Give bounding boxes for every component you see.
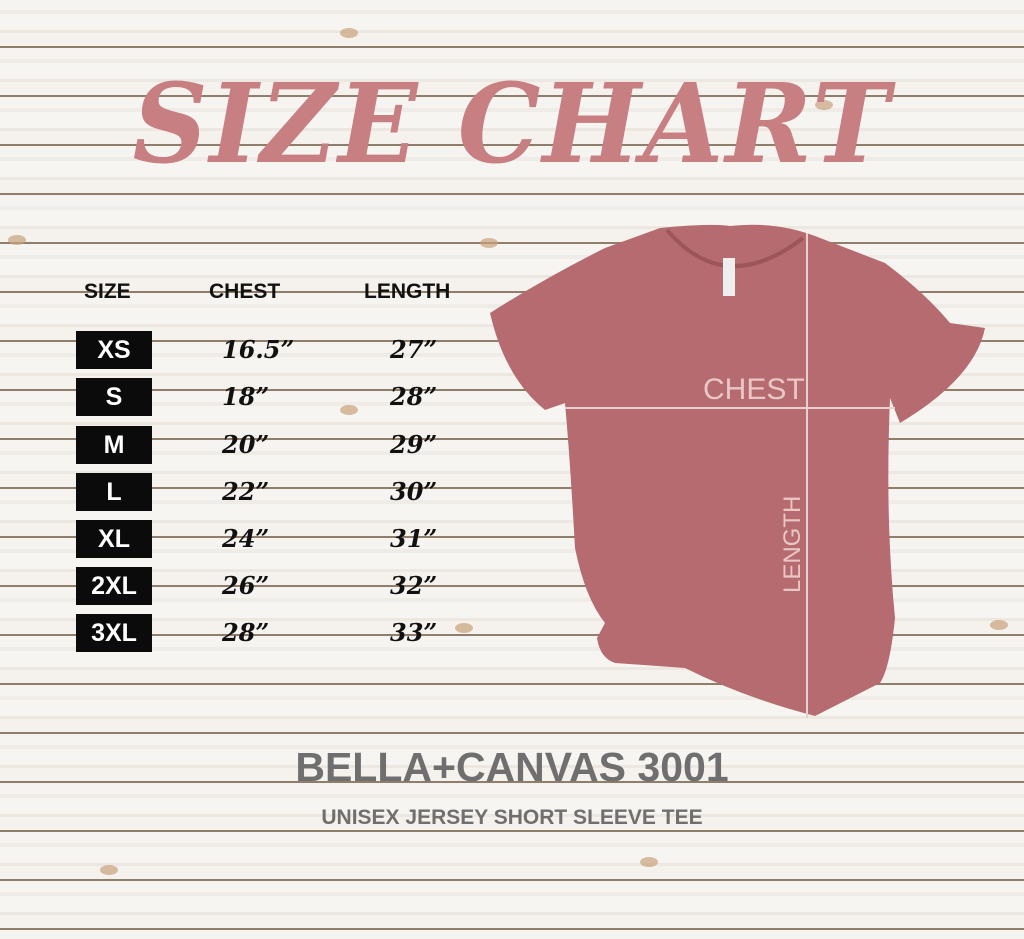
table-row: L 22” 30” <box>76 473 476 511</box>
chest-value: 26” <box>222 571 270 600</box>
length-value: 27” <box>390 335 438 364</box>
product-subtitle: UNISEX JERSEY SHORT SLEEVE TEE <box>321 806 703 829</box>
size-badge: M <box>76 426 152 464</box>
tshirt-body <box>490 224 985 716</box>
size-badge: 3XL <box>76 614 152 652</box>
wood-knot <box>340 405 358 415</box>
chest-value: 16.5” <box>222 335 295 364</box>
header-size: SIZE <box>84 280 131 303</box>
wood-knot <box>815 100 833 110</box>
size-badge: S <box>76 378 152 416</box>
shirt-label-tag <box>723 258 735 296</box>
table-row: 3XL 28” 33” <box>76 614 476 652</box>
length-value: 31” <box>390 524 438 553</box>
size-badge: 2XL <box>76 567 152 605</box>
length-value: 28” <box>390 382 438 411</box>
table-row: XS 16.5” 27” <box>76 331 476 369</box>
size-badge: XL <box>76 520 152 558</box>
wood-knot <box>640 857 658 867</box>
wood-knot <box>8 235 26 245</box>
header-chest: CHEST <box>209 280 281 303</box>
tshirt-image: CHEST LENGTH <box>490 224 985 718</box>
table-row: M 20” 29” <box>76 426 476 464</box>
header-length: LENGTH <box>364 280 451 303</box>
chest-value: 18” <box>222 382 270 411</box>
table-row: S 18” 28” <box>76 378 476 416</box>
page-title: SIZE CHART <box>132 58 892 189</box>
wood-knot <box>990 620 1008 630</box>
wood-knot <box>100 865 118 875</box>
chest-label: CHEST <box>703 373 805 406</box>
brand-name: BELLA+CANVAS 3001 <box>295 744 729 790</box>
length-value: 29” <box>390 430 438 459</box>
chest-value: 28” <box>222 618 270 647</box>
length-value: 32” <box>390 571 438 600</box>
wood-knot <box>455 623 473 633</box>
table-row: XL 24” 31” <box>76 520 476 558</box>
wood-knot <box>340 28 358 38</box>
chest-value: 20” <box>222 430 270 459</box>
length-value: 30” <box>390 477 438 506</box>
length-value: 33” <box>390 618 438 647</box>
wood-knot <box>480 238 498 248</box>
length-label: LENGTH <box>779 496 806 593</box>
table-row: 2XL 26” 32” <box>76 567 476 605</box>
size-badge: L <box>76 473 152 511</box>
chest-value: 22” <box>222 477 270 506</box>
chest-value: 24” <box>222 524 270 553</box>
size-badge: XS <box>76 331 152 369</box>
